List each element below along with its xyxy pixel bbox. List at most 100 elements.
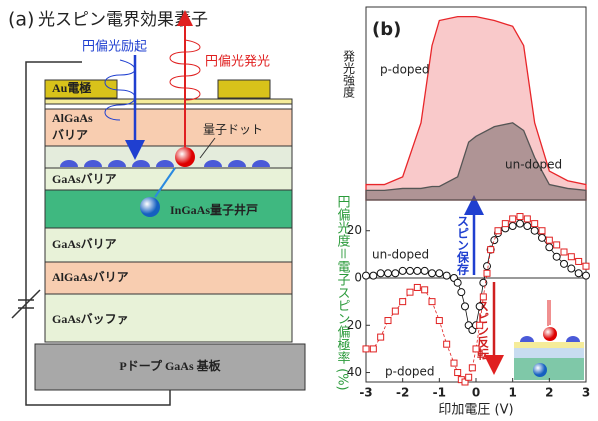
marker bbox=[407, 267, 414, 274]
marker bbox=[392, 270, 399, 277]
marker bbox=[477, 322, 483, 328]
series-label: p-doped bbox=[380, 63, 430, 77]
layer bbox=[45, 104, 292, 109]
x-tick-label: 0 bbox=[472, 386, 480, 400]
marker bbox=[378, 334, 384, 340]
x-tick-label: 3 bbox=[582, 386, 590, 400]
marker bbox=[568, 265, 575, 272]
excitation-label: 円偏光励起 bbox=[82, 40, 147, 55]
electron bbox=[175, 147, 195, 167]
marker bbox=[458, 289, 465, 296]
marker bbox=[451, 360, 457, 366]
marker bbox=[466, 374, 472, 380]
series-label: un-doped bbox=[372, 248, 429, 262]
marker bbox=[495, 228, 501, 234]
marker bbox=[363, 346, 369, 352]
series-label: p-doped bbox=[385, 365, 435, 379]
figure: (a) 光スピン電界効果素子 Au電極 AlGaAs バリア 量子ドット GaA… bbox=[0, 0, 598, 421]
quantum-dots bbox=[60, 160, 270, 167]
x-axis-label: 印加電圧 (V) bbox=[438, 403, 513, 418]
marker bbox=[517, 220, 524, 227]
marker bbox=[576, 258, 582, 264]
marker bbox=[502, 221, 508, 227]
layer-label: GaAsバリア bbox=[52, 237, 117, 251]
annotation: スピン保存 bbox=[456, 215, 470, 276]
marker bbox=[546, 237, 552, 243]
marker bbox=[491, 237, 498, 244]
marker bbox=[400, 299, 406, 305]
au-electrode bbox=[218, 80, 270, 98]
marker bbox=[407, 289, 413, 295]
layer-label: GaAsバリア bbox=[52, 172, 117, 186]
marker bbox=[561, 249, 567, 255]
panel-label: (a) bbox=[8, 9, 34, 31]
x-tick-label: 2 bbox=[545, 386, 553, 400]
electron bbox=[140, 197, 160, 217]
marker bbox=[561, 260, 568, 267]
marker bbox=[509, 223, 516, 230]
x-tick-label: 1 bbox=[508, 386, 516, 400]
marker bbox=[554, 242, 560, 248]
marker bbox=[473, 346, 479, 352]
marker bbox=[421, 267, 428, 274]
marker bbox=[532, 221, 538, 227]
marker bbox=[583, 263, 589, 269]
marker bbox=[462, 303, 469, 310]
marker bbox=[363, 272, 370, 279]
marker bbox=[385, 318, 391, 324]
panel-a: (a) 光スピン電界効果素子 Au電極 AlGaAs バリア 量子ドット GaA… bbox=[8, 9, 305, 406]
marker bbox=[370, 346, 376, 352]
panel-label: (b) bbox=[372, 19, 401, 40]
marker bbox=[399, 267, 406, 274]
marker bbox=[510, 216, 516, 222]
panel-b: (b) 発光強度 円偏光度＝電子スピン偏極率 (%) 印加電圧 (V) スピン保… bbox=[335, 7, 591, 418]
marker bbox=[436, 318, 442, 324]
marker bbox=[422, 287, 428, 293]
marker bbox=[436, 270, 443, 277]
marker bbox=[429, 299, 435, 305]
layer-label: AlGaAs bbox=[52, 111, 93, 125]
series-label: un-doped bbox=[505, 158, 562, 172]
layer-label: Au電極 bbox=[52, 80, 91, 95]
x-tick-label: -2 bbox=[396, 386, 409, 400]
marker bbox=[377, 270, 384, 277]
marker bbox=[553, 253, 560, 260]
x-tick-label: -1 bbox=[433, 386, 446, 400]
y-tick-label: 0 bbox=[354, 271, 362, 285]
y-tick-label: 40 bbox=[347, 365, 362, 379]
marker bbox=[531, 227, 538, 234]
marker bbox=[455, 370, 461, 376]
marker bbox=[429, 270, 436, 277]
marker bbox=[524, 216, 530, 222]
marker bbox=[484, 270, 490, 276]
layer-label: 量子ドット bbox=[203, 123, 263, 137]
x-tick-label: -3 bbox=[359, 386, 372, 400]
marker bbox=[414, 284, 420, 290]
y-tick-label: 20 bbox=[347, 223, 362, 237]
marker bbox=[385, 270, 392, 277]
marker bbox=[469, 365, 475, 371]
marker bbox=[488, 247, 494, 253]
emission-label: 円偏光発光 bbox=[205, 55, 270, 70]
marker bbox=[524, 223, 531, 230]
marker bbox=[539, 234, 546, 241]
marker bbox=[517, 214, 523, 220]
marker bbox=[454, 279, 461, 286]
marker bbox=[568, 254, 574, 260]
marker bbox=[539, 228, 545, 234]
marker bbox=[444, 341, 450, 347]
y-tick-label: 20 bbox=[347, 318, 362, 332]
marker bbox=[484, 263, 491, 270]
marker bbox=[443, 272, 450, 279]
marker bbox=[480, 294, 486, 300]
layer-label: AlGaAsバリア bbox=[52, 270, 129, 284]
layer bbox=[45, 99, 292, 104]
marker bbox=[414, 267, 421, 274]
marker bbox=[575, 270, 582, 277]
marker bbox=[583, 272, 590, 279]
layer-label: GaAsバッファ bbox=[52, 312, 129, 326]
marker bbox=[546, 244, 553, 251]
marker bbox=[392, 308, 398, 314]
layer-label: バリア bbox=[52, 128, 88, 142]
layer-label: InGaAs量子井戸 bbox=[170, 202, 258, 217]
